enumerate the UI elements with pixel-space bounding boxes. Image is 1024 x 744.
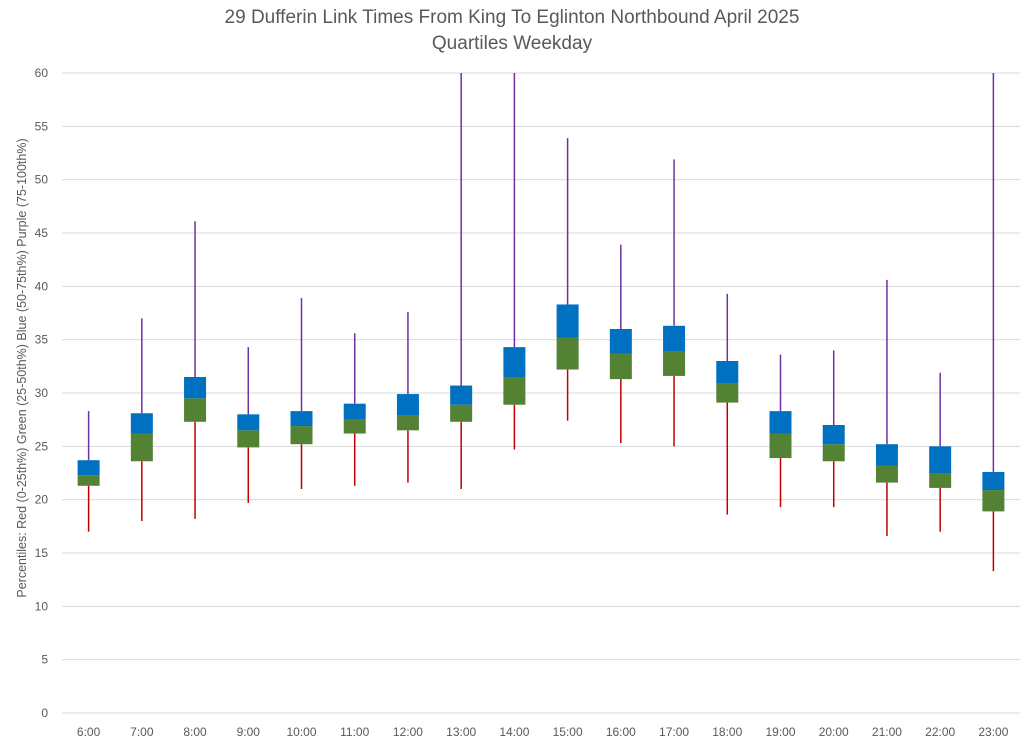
x-tick-label: 7:00 — [130, 725, 154, 739]
lower-box — [237, 430, 260, 448]
lower-box — [769, 433, 792, 459]
chart-subtitle: Quartiles Weekday — [431, 33, 593, 54]
box-series — [77, 73, 1005, 572]
y-tick-label: 30 — [35, 386, 49, 400]
x-tick-label: 14:00 — [499, 725, 529, 739]
lower-box — [716, 383, 739, 403]
box-group — [184, 221, 207, 519]
gridlines — [62, 72, 1020, 714]
y-tick-label: 60 — [35, 66, 49, 80]
x-tick-label: 19:00 — [765, 725, 795, 739]
y-axis-ticks: 0 5 10 15 20 25 30 35 40 45 50 55 60 — [35, 66, 49, 720]
y-axis-label: Percentiles: Red (0-25th%) Green (25-50t… — [15, 138, 29, 597]
upper-box — [769, 411, 792, 434]
box-group — [822, 350, 845, 508]
box-group — [716, 293, 739, 515]
x-axis-ticks: 6:00 7:00 8:00 9:00 10:00 11:00 12:00 13:00 14:0… — [77, 725, 1009, 739]
y-tick-label: 45 — [35, 226, 49, 240]
x-tick-label: 12:00 — [393, 725, 423, 739]
box-group — [503, 73, 526, 450]
box-group — [396, 311, 419, 483]
x-tick-label: 23:00 — [978, 725, 1008, 739]
x-tick-label: 22:00 — [925, 725, 955, 739]
upper-box — [184, 377, 207, 399]
upper-box — [77, 460, 100, 476]
y-tick-label: 35 — [35, 333, 49, 347]
box-group — [290, 298, 313, 489]
lower-box — [875, 465, 898, 483]
upper-box — [822, 425, 845, 445]
lower-box — [343, 419, 366, 434]
x-tick-label: 6:00 — [77, 725, 101, 739]
upper-box — [343, 403, 366, 420]
lower-box — [290, 426, 313, 445]
box-group — [663, 159, 686, 447]
x-tick-label: 11:00 — [340, 725, 369, 739]
y-tick-label: 5 — [41, 653, 48, 667]
upper-box — [929, 446, 952, 473]
upper-box — [503, 347, 526, 377]
box-group — [982, 73, 1005, 572]
upper-box — [982, 471, 1005, 491]
upper-box — [130, 413, 153, 434]
lower-box — [396, 415, 419, 431]
y-tick-label: 25 — [35, 439, 49, 453]
box-group — [343, 333, 366, 486]
lower-box — [609, 353, 632, 380]
lower-box — [130, 433, 153, 462]
box-group — [237, 347, 260, 503]
x-tick-label: 18:00 — [712, 725, 742, 739]
y-tick-label: 50 — [35, 173, 49, 187]
lower-box — [982, 490, 1005, 512]
upper-box — [663, 325, 686, 352]
lower-box — [663, 351, 686, 376]
box-group — [556, 138, 579, 421]
lower-box — [822, 444, 845, 462]
box-group — [929, 372, 952, 532]
upper-box — [396, 394, 419, 416]
upper-box — [556, 304, 579, 338]
box-group — [609, 244, 632, 444]
box-group — [875, 279, 898, 536]
y-tick-label: 15 — [35, 546, 49, 560]
box-group — [450, 73, 473, 489]
x-tick-label: 15:00 — [553, 725, 583, 739]
x-tick-label: 8:00 — [183, 725, 207, 739]
x-tick-label: 17:00 — [659, 725, 689, 739]
lower-box — [503, 377, 526, 405]
lower-box — [929, 473, 952, 488]
chart-title: 29 Dufferin Link Times From King To Egli… — [224, 7, 800, 28]
upper-box — [716, 361, 739, 384]
lower-box — [77, 475, 100, 486]
upper-box — [237, 414, 260, 431]
lower-box — [556, 337, 579, 370]
y-tick-label: 10 — [35, 599, 49, 613]
upper-box — [290, 411, 313, 427]
upper-box — [609, 329, 632, 354]
upper-box — [450, 385, 473, 405]
upper-box — [875, 444, 898, 466]
y-tick-label: 20 — [35, 493, 49, 507]
lower-box — [184, 398, 207, 422]
x-tick-label: 9:00 — [237, 725, 261, 739]
x-tick-label: 10:00 — [286, 725, 316, 739]
x-tick-label: 21:00 — [872, 725, 902, 739]
y-tick-label: 40 — [35, 279, 49, 293]
y-tick-label: 0 — [41, 706, 48, 720]
x-tick-label: 13:00 — [446, 725, 476, 739]
x-tick-label: 20:00 — [819, 725, 849, 739]
lower-box — [450, 404, 473, 422]
box-group — [130, 318, 153, 521]
x-tick-label: 16:00 — [606, 725, 636, 739]
box-group — [77, 411, 100, 532]
y-tick-label: 55 — [35, 119, 49, 133]
box-group — [769, 354, 792, 508]
